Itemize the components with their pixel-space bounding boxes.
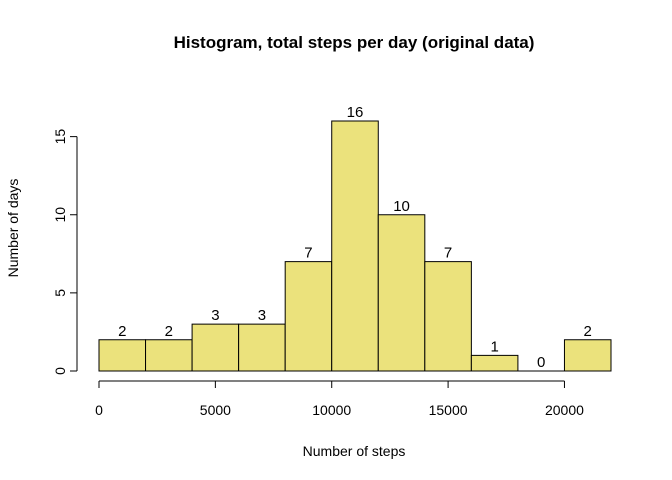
bar-count-label: 16 xyxy=(347,104,364,121)
y-axis-title: Number of days xyxy=(5,179,21,278)
histogram-bar xyxy=(331,120,379,372)
bars-group xyxy=(98,120,612,372)
x-axis-title: Number of steps xyxy=(303,443,406,459)
bar-count-label: 7 xyxy=(304,245,312,262)
x-tick-label: 0 xyxy=(95,402,103,418)
bar-count-label: 7 xyxy=(444,245,452,262)
y-axis: 0 5 10 15 xyxy=(52,129,78,375)
x-tick-label: 15000 xyxy=(429,402,468,418)
histogram-bar xyxy=(145,339,193,372)
bar-count-label: 2 xyxy=(584,323,592,340)
y-tick-label: 15 xyxy=(52,129,68,145)
bar-count-label: 10 xyxy=(393,198,410,215)
x-axis: 0 5000 10000 15000 20000 xyxy=(95,380,584,418)
histogram-bar xyxy=(238,323,286,372)
histogram-bar xyxy=(424,261,472,372)
bar-count-label: 2 xyxy=(165,323,173,340)
x-tick-label: 5000 xyxy=(200,402,231,418)
y-tick-label: 10 xyxy=(52,207,68,223)
bar-count-label: 1 xyxy=(490,338,498,355)
histogram-bar xyxy=(98,339,147,372)
histogram-bar xyxy=(377,214,426,372)
bar-count-label: 0 xyxy=(537,354,545,371)
bar-count-label: 3 xyxy=(258,307,266,324)
bar-count-label: 2 xyxy=(118,323,126,340)
histogram-bar xyxy=(563,339,612,372)
histogram-bar xyxy=(470,354,519,372)
histogram-bar xyxy=(191,323,240,372)
bar-count-label: 3 xyxy=(211,307,219,324)
histogram-bar xyxy=(284,261,333,372)
x-tick-label: 10000 xyxy=(312,402,351,418)
y-tick-label: 0 xyxy=(52,367,68,375)
y-tick-label: 5 xyxy=(52,289,68,297)
chart-title: Histogram, total steps per day (original… xyxy=(174,33,535,52)
x-tick-label: 20000 xyxy=(545,402,584,418)
